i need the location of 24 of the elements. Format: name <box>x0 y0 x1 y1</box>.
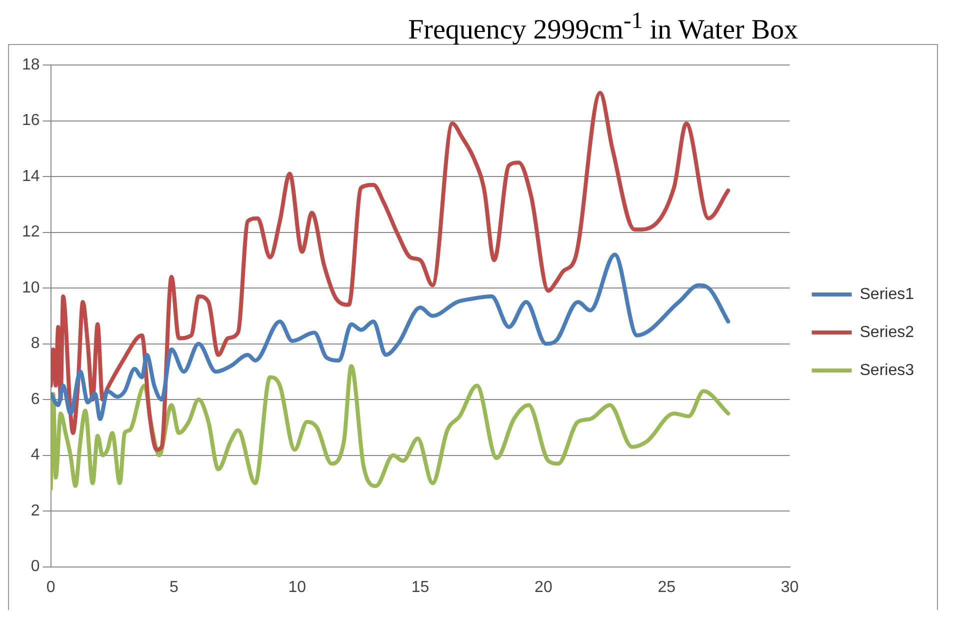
y-tick-label: 0 <box>30 558 40 576</box>
y-tick-label: 14 <box>22 168 40 185</box>
y-tick-label: 2 <box>30 502 40 520</box>
line-series <box>50 364 730 491</box>
x-tick-label: 20 <box>534 578 552 596</box>
line-series <box>50 252 730 422</box>
y-tick-label: 6 <box>30 390 40 408</box>
x-tick-label: 15 <box>411 578 430 596</box>
line-series <box>50 90 730 452</box>
x-tick-label: 10 <box>288 578 306 596</box>
legend-label: Series2 <box>860 324 914 341</box>
y-tick-label: 4 <box>30 446 40 464</box>
x-tick-label: 30 <box>780 578 799 596</box>
y-tick-label: 16 <box>22 112 40 130</box>
legend-label: Series1 <box>860 286 914 303</box>
legend-label: Series3 <box>860 362 914 379</box>
y-tick-label: 18 <box>22 56 40 74</box>
y-tick-label: 10 <box>22 279 40 296</box>
x-tick-label: 0 <box>46 578 56 596</box>
x-tick-label: 5 <box>170 578 179 596</box>
y-tick-label: 12 <box>22 224 40 241</box>
x-tick-label: 25 <box>658 578 676 596</box>
chart-title: Frequency 2999cm$^{-1}$ in Water Box <box>407 8 799 46</box>
y-tick-label: 8 <box>30 335 40 352</box>
